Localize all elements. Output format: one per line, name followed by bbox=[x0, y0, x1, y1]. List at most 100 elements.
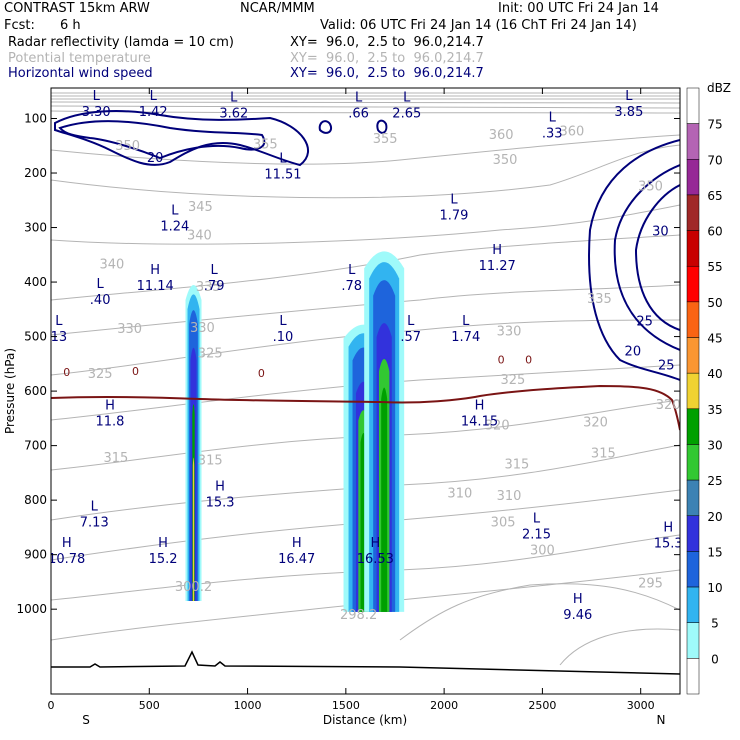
theta-label: 325 bbox=[501, 373, 526, 388]
theta-label: 330 bbox=[117, 322, 142, 337]
colorbar-label: 55 bbox=[707, 260, 722, 274]
extremum-letter: L bbox=[355, 90, 363, 105]
colorbar-band bbox=[686, 372, 700, 410]
theta-label: 325 bbox=[198, 346, 223, 361]
y-tick-label: 500 bbox=[24, 330, 47, 344]
colorbar-band bbox=[686, 265, 700, 303]
extremum-letter: L bbox=[150, 89, 158, 104]
colorbar-label: 0 bbox=[711, 652, 719, 666]
extremum-letter: H bbox=[492, 243, 502, 258]
x-tick-label: 1500 bbox=[332, 699, 360, 712]
theta-label: 330 bbox=[190, 321, 215, 336]
extremum-value: 7.13 bbox=[80, 515, 109, 530]
extremum-value: 3.62 bbox=[219, 106, 248, 121]
theta-label: 320 bbox=[656, 398, 681, 413]
forecast-label: Fcst: bbox=[4, 18, 35, 33]
extremum-letter: L bbox=[171, 203, 179, 218]
theta-label: 350 bbox=[115, 139, 140, 154]
wind-label: 20 bbox=[625, 345, 642, 360]
x-tick-label: 1000 bbox=[234, 699, 262, 712]
y-tick-label: 400 bbox=[24, 275, 47, 289]
theta-label: 340 bbox=[100, 257, 125, 272]
theta-label: 360 bbox=[559, 124, 584, 139]
extremum-value: 15.2 bbox=[149, 552, 178, 567]
x-tick-label: 2000 bbox=[430, 699, 458, 712]
y-tick-label: 100 bbox=[24, 112, 47, 126]
extremum-letter: H bbox=[370, 536, 380, 551]
y-tick-label: 200 bbox=[24, 166, 47, 180]
theta-contour-3 bbox=[51, 101, 680, 104]
theta-label: 320 bbox=[583, 416, 608, 431]
extremum-value: 15.3 bbox=[654, 537, 683, 552]
source-label: NCAR/MMM bbox=[240, 1, 315, 16]
x-tick-label: 500 bbox=[139, 699, 160, 712]
x-tick-label: 0 bbox=[48, 699, 55, 712]
extremum-letter: H bbox=[663, 521, 673, 536]
forecast-hour: 6 h bbox=[60, 18, 81, 33]
wind-label: 25 bbox=[636, 315, 653, 330]
extremum-value: 3.85 bbox=[614, 105, 643, 120]
colorbar-label: 10 bbox=[707, 581, 722, 595]
extremum-value: 1.24 bbox=[160, 219, 189, 234]
extremum-letter: H bbox=[62, 536, 72, 551]
field-reflectivity-xy: XY= 96.0, 2.5 to 96.0,214.7 bbox=[290, 35, 484, 50]
extremum-letter: H bbox=[292, 536, 302, 551]
colorbar-band bbox=[686, 658, 700, 695]
zero-wind-line bbox=[51, 384, 680, 431]
theta-label: 330 bbox=[497, 324, 522, 339]
colorbar-label: 40 bbox=[707, 367, 722, 381]
theta-label: 350 bbox=[638, 179, 663, 194]
theta-label: 350 bbox=[493, 153, 518, 168]
extremum-value: 14.15 bbox=[461, 414, 498, 429]
theta-label: 298.2 bbox=[340, 608, 377, 623]
theta-contour-6 bbox=[51, 134, 680, 165]
extremum-value: 11.8 bbox=[95, 414, 124, 429]
extremum-letter: L bbox=[348, 263, 356, 278]
wind-label: 20 bbox=[147, 151, 164, 166]
reflectivity-cell-0-shell-6 bbox=[192, 457, 195, 602]
extremum-value: 13 bbox=[51, 330, 68, 345]
zero-line-label: 0 bbox=[132, 365, 139, 378]
wind-contour-6 bbox=[634, 184, 680, 331]
theta-label: 340 bbox=[187, 229, 212, 244]
theta-label: 310 bbox=[447, 486, 472, 501]
theta-label: 335 bbox=[587, 292, 612, 307]
theta-label: 325 bbox=[88, 367, 113, 382]
wind-contour-1 bbox=[58, 120, 266, 160]
theta-label: 360 bbox=[489, 128, 514, 143]
theta-contour-9 bbox=[51, 234, 680, 301]
wind-contour-3 bbox=[376, 119, 388, 134]
extremum-value: 1.74 bbox=[451, 330, 480, 345]
x-tick-label: 2500 bbox=[528, 699, 556, 712]
colorbar-label: 20 bbox=[707, 510, 722, 524]
colorbar-band bbox=[686, 622, 700, 659]
extremum-value: .66 bbox=[348, 106, 369, 121]
y-tick-label: 700 bbox=[24, 439, 47, 453]
init-time: Init: 00 UTC Fri 24 Jan 14 bbox=[498, 1, 659, 16]
extremum-letter: L bbox=[230, 90, 238, 105]
extremum-value: 11.51 bbox=[264, 167, 301, 182]
theta-contour-7 bbox=[51, 144, 680, 199]
y-tick-label: 1000 bbox=[16, 602, 47, 616]
extremum-value: 1.42 bbox=[139, 105, 168, 120]
extremum-value: 11.14 bbox=[137, 279, 174, 294]
theta-label: 315 bbox=[504, 458, 529, 473]
terrain-profile bbox=[51, 650, 680, 675]
extremum-value: .10 bbox=[273, 330, 294, 345]
wind-label: 30 bbox=[652, 225, 669, 240]
wind-contours bbox=[54, 110, 680, 381]
extremum-value: 1.79 bbox=[439, 208, 468, 223]
extremum-value: .33 bbox=[542, 127, 563, 142]
extremum-letter: L bbox=[279, 314, 287, 329]
colorbar-band bbox=[686, 515, 700, 552]
colorbar-band bbox=[686, 479, 700, 517]
wind-label: 25 bbox=[658, 358, 675, 373]
extremum-value: 15.3 bbox=[206, 496, 235, 511]
zero-wind-contour bbox=[51, 384, 680, 431]
theta-label: 355 bbox=[373, 132, 398, 147]
x-axis-right-end: N bbox=[657, 713, 666, 727]
extremum-value: .79 bbox=[204, 279, 225, 294]
theta-label: 345 bbox=[188, 200, 213, 215]
